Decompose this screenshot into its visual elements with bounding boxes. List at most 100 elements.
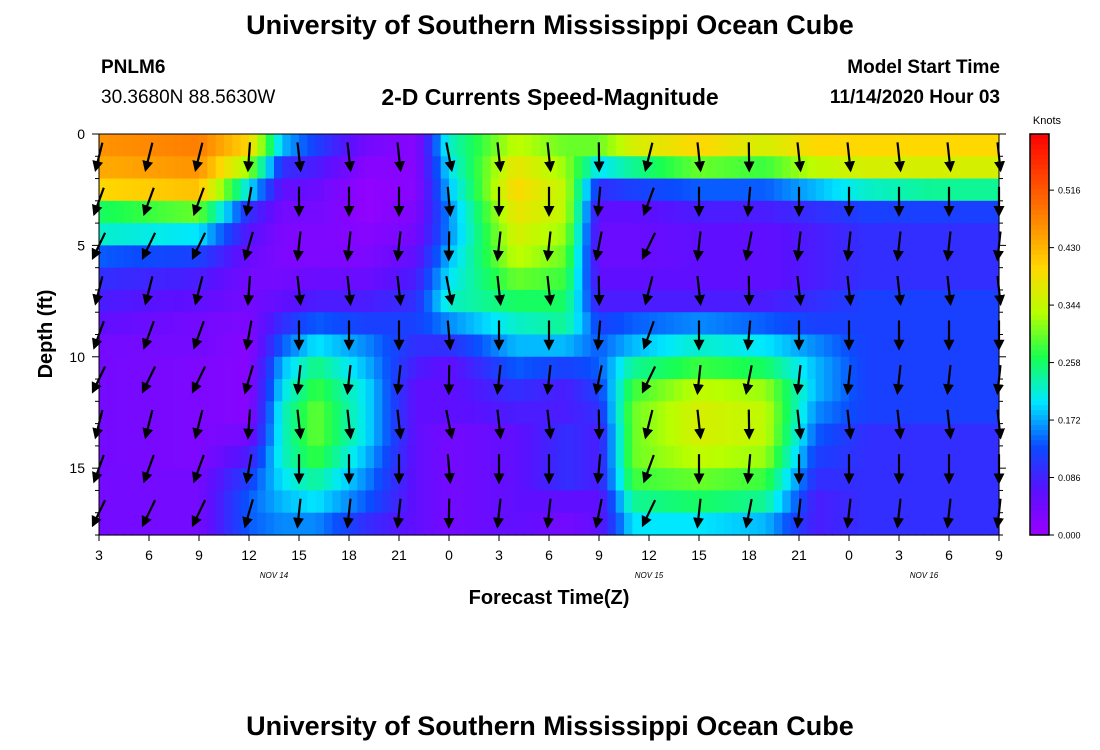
heatmap-cell	[232, 267, 242, 291]
colorbar-tick-label: 0.000	[1058, 531, 1081, 541]
current-vector	[794, 275, 806, 307]
heatmap-cell	[882, 468, 892, 492]
heatmap-cell	[507, 267, 517, 291]
heatmap-cell	[665, 512, 675, 536]
colorbar-segment	[1030, 234, 1049, 240]
heatmap-cell	[182, 200, 192, 224]
heatmap-cell	[657, 245, 667, 269]
heatmap-cell	[449, 445, 458, 469]
colorbar-segment	[1030, 429, 1049, 436]
heatmap-cell	[615, 223, 625, 246]
heatmap-cell	[132, 334, 142, 358]
heatmap-cell	[365, 178, 375, 202]
heatmap-cell	[549, 312, 558, 336]
heatmap-cell	[524, 356, 533, 380]
heatmap-cell	[565, 245, 575, 269]
heatmap-cell	[715, 200, 725, 224]
heatmap-cell	[557, 401, 567, 425]
heatmap-cell	[157, 468, 167, 492]
heatmap-cell	[390, 267, 400, 291]
heatmap-cell	[524, 379, 533, 402]
colorbar-segment	[1030, 249, 1049, 255]
heatmap-cell	[157, 445, 167, 469]
heatmap-cell	[149, 200, 158, 224]
heatmap-cell	[940, 356, 950, 380]
heatmap-cell	[874, 401, 883, 425]
heatmap-cell	[499, 490, 508, 514]
heatmap-cell	[882, 156, 892, 180]
colorbar-tick-label: 0.344	[1058, 301, 1081, 311]
heatmap-cell	[699, 490, 708, 514]
heatmap-cell	[299, 490, 308, 514]
heatmap-cell	[807, 334, 817, 358]
heatmap-cell	[232, 289, 242, 313]
heatmap-cell	[265, 200, 275, 224]
heatmap-cell	[357, 267, 367, 291]
heatmap-cell	[432, 468, 442, 492]
current-vector	[642, 142, 654, 173]
heatmap-cell	[982, 445, 992, 469]
heatmap-cell	[132, 200, 142, 224]
heatmap-cell	[757, 445, 767, 469]
heatmap-cell	[507, 445, 517, 469]
heatmap-cell	[690, 178, 700, 202]
heatmap-cell	[624, 223, 633, 246]
heatmap-cell	[399, 445, 408, 469]
heatmap-cell	[749, 267, 758, 291]
heatmap-cell	[107, 423, 117, 447]
current-vector	[844, 275, 856, 307]
heatmap-cell	[599, 223, 608, 246]
heatmap-cell	[724, 512, 733, 536]
heatmap-cell	[674, 200, 683, 224]
current-vector	[844, 409, 856, 440]
heatmap-cell	[390, 445, 400, 469]
heatmap-cell	[599, 156, 608, 180]
heatmap-cell	[465, 445, 475, 469]
heatmap-cell	[682, 468, 692, 492]
colorbar-segment	[1030, 344, 1049, 351]
heatmap-cell	[465, 490, 475, 514]
heatmap-cell	[832, 490, 842, 514]
heatmap-cell	[607, 401, 617, 425]
heatmap-cell	[407, 156, 417, 180]
heatmap-cell	[799, 223, 808, 246]
heatmap-cell	[674, 401, 683, 425]
heatmap-cell	[274, 356, 283, 380]
heatmap-cell	[682, 223, 692, 246]
heatmap-cell	[165, 401, 175, 425]
heatmap-cell	[157, 334, 167, 358]
heatmap-cell	[749, 178, 758, 202]
heatmap-cell	[382, 512, 392, 536]
current-vector	[294, 275, 306, 307]
heatmap-cell	[890, 267, 900, 291]
heatmap-cell	[782, 468, 792, 492]
heatmap-cell	[449, 223, 458, 246]
heatmap-cell	[915, 245, 925, 269]
heatmap-cell	[307, 334, 317, 358]
heatmap-cell	[915, 401, 925, 425]
heatmap-cell	[274, 445, 283, 469]
heatmap-cell	[374, 512, 383, 536]
heatmap-cell	[832, 445, 842, 469]
heatmap-cell	[457, 423, 467, 447]
heatmap-cell	[149, 401, 158, 425]
heatmap-cell	[749, 223, 758, 246]
heatmap-cell	[932, 512, 942, 536]
heatmap-cell	[257, 245, 267, 269]
heatmap-cell	[149, 512, 158, 536]
heatmap-cell	[582, 223, 592, 246]
heatmap-cell	[782, 379, 792, 402]
heatmap-cell	[474, 134, 483, 157]
heatmap-cell	[182, 289, 192, 313]
heatmap-cell	[515, 178, 525, 202]
heatmap-cell	[574, 356, 583, 380]
heatmap-cell	[524, 334, 533, 358]
heatmap-cell	[807, 312, 817, 336]
heatmap-cell	[240, 356, 250, 380]
heatmap-cell	[490, 423, 500, 447]
heatmap-cell	[215, 156, 225, 180]
heatmap-cell	[99, 401, 108, 425]
heatmap-cell	[174, 134, 183, 157]
heatmap-cell	[407, 312, 417, 336]
heatmap-cell	[615, 312, 625, 336]
